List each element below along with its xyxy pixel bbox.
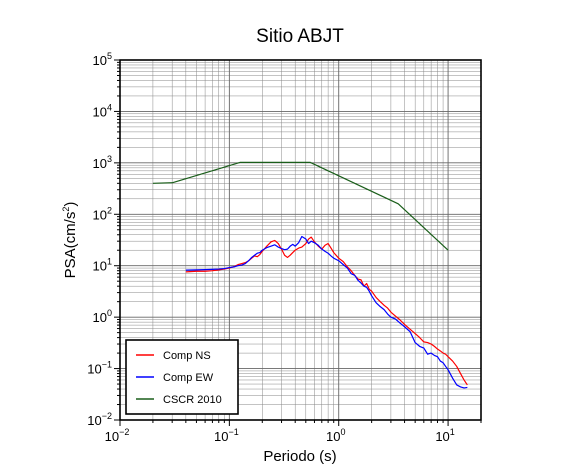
x-tick-label-exp: 0 bbox=[340, 427, 345, 437]
y-tick-label-base: 10 bbox=[93, 207, 107, 222]
y-tick-label-base: 10 bbox=[93, 104, 107, 119]
x-axis-label: Periodo (s) bbox=[263, 448, 336, 465]
legend-label: CSCR 2010 bbox=[163, 394, 222, 406]
x-tick-label-base: 10 bbox=[435, 429, 449, 444]
series-layer bbox=[152, 161, 468, 389]
y-tick-label-base: 10 bbox=[93, 156, 107, 171]
y-tick-label: 104 bbox=[93, 102, 112, 119]
y-axis-label-base: PSA(cm/s bbox=[62, 212, 79, 279]
y-tick-label-base: 10 bbox=[87, 413, 101, 428]
y-axis-label-sup: 2 bbox=[61, 207, 71, 212]
y-tick-label-exp: 3 bbox=[107, 154, 112, 164]
series-line-comp-ns bbox=[185, 236, 468, 386]
x-tick-label-exp: 1 bbox=[450, 427, 455, 437]
y-tick-label-base: 10 bbox=[93, 259, 107, 274]
x-tick-label-base: 10 bbox=[105, 429, 119, 444]
x-tick-label-base: 10 bbox=[214, 429, 228, 444]
y-tick-label-exp: 4 bbox=[107, 102, 112, 112]
y-tick-label-exp: 5 bbox=[107, 51, 112, 61]
y-tick-label-exp: 2 bbox=[107, 205, 112, 215]
y-tick-label-base: 10 bbox=[93, 53, 107, 68]
x-tick-label: 10−2 bbox=[105, 427, 130, 444]
plot-frame bbox=[119, 59, 482, 421]
x-tick-label: 10−1 bbox=[214, 427, 239, 444]
y-tick-label: 10−1 bbox=[87, 360, 112, 377]
y-tick-label: 103 bbox=[93, 154, 112, 171]
y-tick-label-base: 10 bbox=[87, 362, 101, 377]
y-tick-label-exp: −2 bbox=[102, 411, 112, 421]
y-tick-label: 105 bbox=[93, 51, 112, 68]
y-axis-label-close: ) bbox=[62, 202, 79, 207]
y-tick-label-exp: 1 bbox=[107, 257, 112, 267]
x-tick-label: 101 bbox=[435, 427, 454, 444]
x-tick-label-base: 10 bbox=[326, 429, 340, 444]
x-tick-label-exp: −1 bbox=[228, 427, 238, 437]
x-tick-label-exp: −2 bbox=[119, 427, 129, 437]
y-tick-label-exp: 0 bbox=[107, 308, 112, 318]
legend-label: Comp EW bbox=[163, 372, 214, 384]
y-axis-label: PSA(cm/s2) bbox=[61, 202, 79, 279]
x-tick-labels: 10−2 10−1 100 101 bbox=[105, 427, 455, 444]
legend-label: Comp NS bbox=[163, 350, 211, 362]
y-tick-label-base: 10 bbox=[93, 310, 107, 325]
series-line-cscr-2010 bbox=[152, 161, 449, 251]
y-tick-label: 100 bbox=[93, 308, 112, 325]
chart-title: Sitio ABJT bbox=[256, 26, 344, 47]
chart-legend: Comp NS Comp EW CSCR 2010 bbox=[125, 339, 239, 415]
y-tick-label: 102 bbox=[93, 205, 112, 222]
y-tick-label: 101 bbox=[93, 257, 112, 274]
y-tick-label: 10−2 bbox=[87, 411, 112, 428]
series-line-comp-ew bbox=[185, 235, 468, 389]
x-tick-label: 100 bbox=[326, 427, 345, 444]
y-tick-label-exp: −1 bbox=[102, 360, 112, 370]
minor-grid bbox=[120, 60, 482, 420]
